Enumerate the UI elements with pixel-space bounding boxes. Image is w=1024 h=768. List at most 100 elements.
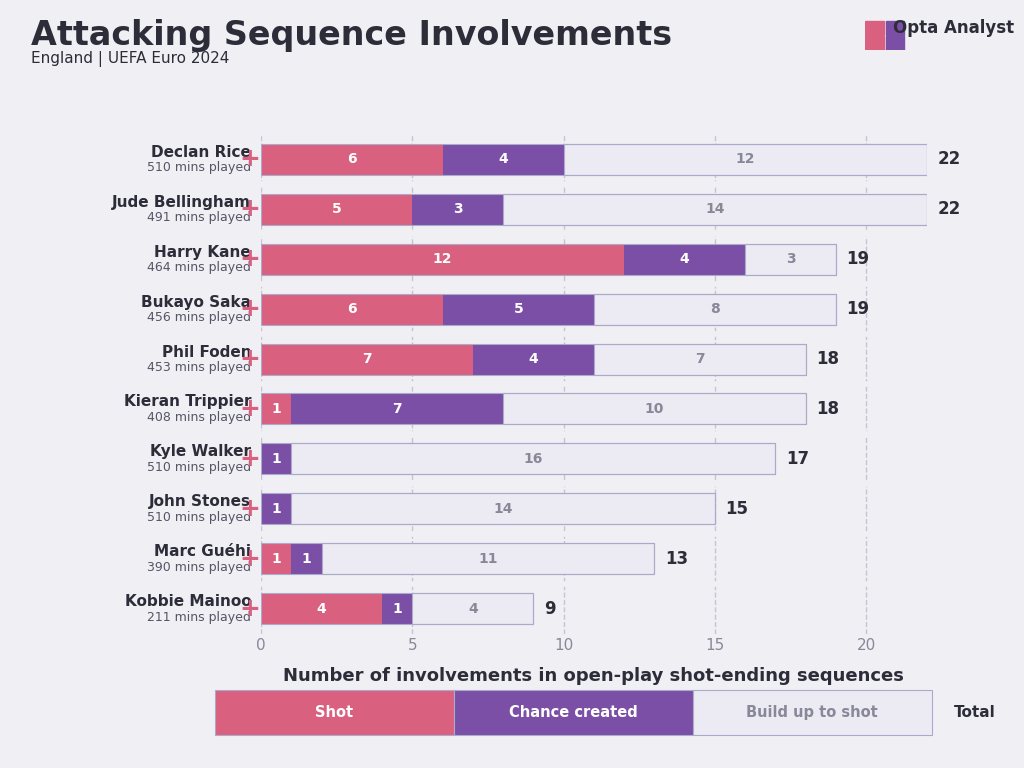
Bar bbox=[261, 393, 806, 425]
Text: 510 mins played: 510 mins played bbox=[147, 161, 251, 174]
Bar bbox=[745, 243, 836, 275]
Bar bbox=[261, 243, 625, 275]
Text: 453 mins played: 453 mins played bbox=[147, 361, 251, 374]
Bar bbox=[261, 443, 775, 475]
Text: 510 mins played: 510 mins played bbox=[147, 511, 251, 524]
Text: Kieran Trippier: Kieran Trippier bbox=[124, 395, 251, 409]
Bar bbox=[886, 36, 904, 50]
Bar bbox=[865, 21, 884, 35]
Text: 19: 19 bbox=[847, 300, 869, 318]
Text: 1: 1 bbox=[302, 551, 311, 566]
Bar bbox=[442, 293, 594, 325]
Bar bbox=[382, 593, 413, 624]
Text: 8: 8 bbox=[710, 302, 720, 316]
Text: England | UEFA Euro 2024: England | UEFA Euro 2024 bbox=[31, 51, 229, 68]
Text: 15: 15 bbox=[726, 500, 749, 518]
Bar bbox=[261, 493, 292, 525]
Text: Opta Analyst: Opta Analyst bbox=[893, 19, 1014, 37]
Bar bbox=[503, 393, 806, 425]
Bar bbox=[413, 194, 503, 225]
Bar bbox=[473, 343, 594, 375]
Text: 18: 18 bbox=[816, 400, 840, 418]
Text: +: + bbox=[239, 497, 260, 521]
Bar bbox=[261, 194, 927, 225]
Text: Harry Kane: Harry Kane bbox=[155, 245, 251, 260]
Text: Kobbie Mainoo: Kobbie Mainoo bbox=[125, 594, 251, 609]
Bar bbox=[261, 543, 292, 574]
Text: 1: 1 bbox=[271, 502, 282, 516]
Text: Phil Foden: Phil Foden bbox=[162, 345, 251, 359]
Text: 6: 6 bbox=[347, 152, 356, 167]
FancyBboxPatch shape bbox=[215, 690, 454, 735]
Text: 4: 4 bbox=[468, 601, 478, 616]
Text: 390 mins played: 390 mins played bbox=[147, 561, 251, 574]
Bar bbox=[292, 443, 775, 475]
Text: 3: 3 bbox=[785, 252, 796, 266]
Text: 5: 5 bbox=[332, 202, 342, 217]
Text: +: + bbox=[239, 597, 260, 621]
Text: Total: Total bbox=[954, 705, 995, 720]
X-axis label: Number of involvements in open-play shot-ending sequences: Number of involvements in open-play shot… bbox=[284, 667, 904, 685]
Text: 10: 10 bbox=[645, 402, 665, 416]
Text: 1: 1 bbox=[271, 551, 282, 566]
Bar bbox=[261, 293, 836, 325]
Text: 4: 4 bbox=[528, 352, 539, 366]
Bar bbox=[261, 144, 442, 175]
Text: Attacking Sequence Involvements: Attacking Sequence Involvements bbox=[31, 19, 672, 52]
Text: 17: 17 bbox=[786, 450, 809, 468]
Bar bbox=[886, 21, 904, 35]
Text: Declan Rice: Declan Rice bbox=[152, 145, 251, 160]
Text: 12: 12 bbox=[735, 152, 755, 167]
Bar bbox=[594, 293, 836, 325]
Text: 7: 7 bbox=[392, 402, 402, 416]
Text: 7: 7 bbox=[362, 352, 372, 366]
Text: 4: 4 bbox=[316, 601, 327, 616]
Bar bbox=[261, 393, 292, 425]
Text: 11: 11 bbox=[478, 551, 498, 566]
Bar bbox=[413, 593, 534, 624]
Text: 211 mins played: 211 mins played bbox=[147, 611, 251, 624]
Text: 4: 4 bbox=[680, 252, 689, 266]
Text: 408 mins played: 408 mins played bbox=[147, 411, 251, 424]
Text: Chance created: Chance created bbox=[509, 705, 638, 720]
Bar bbox=[503, 194, 927, 225]
Text: 6: 6 bbox=[347, 302, 356, 316]
Text: +: + bbox=[239, 147, 260, 171]
Text: 13: 13 bbox=[665, 550, 688, 568]
Bar bbox=[442, 144, 563, 175]
Bar bbox=[292, 393, 503, 425]
Text: 18: 18 bbox=[816, 350, 840, 368]
Text: 1: 1 bbox=[271, 402, 282, 416]
Bar bbox=[261, 543, 654, 574]
Bar bbox=[261, 243, 836, 275]
Bar bbox=[322, 543, 654, 574]
Bar bbox=[261, 343, 806, 375]
Bar bbox=[261, 593, 382, 624]
Text: 22: 22 bbox=[937, 151, 961, 168]
Bar bbox=[563, 144, 927, 175]
Text: 5: 5 bbox=[513, 302, 523, 316]
Text: John Stones: John Stones bbox=[150, 495, 251, 509]
Text: 16: 16 bbox=[523, 452, 543, 466]
Text: 4: 4 bbox=[499, 152, 508, 167]
Text: Shot: Shot bbox=[315, 705, 353, 720]
Text: 491 mins played: 491 mins played bbox=[147, 211, 251, 224]
Text: +: + bbox=[239, 247, 260, 271]
Bar bbox=[261, 194, 413, 225]
Bar bbox=[261, 593, 534, 624]
Bar bbox=[261, 493, 715, 525]
Text: 1: 1 bbox=[392, 601, 402, 616]
Bar bbox=[261, 293, 442, 325]
FancyBboxPatch shape bbox=[454, 690, 693, 735]
Text: 3: 3 bbox=[453, 202, 463, 217]
Text: Jude Bellingham: Jude Bellingham bbox=[113, 195, 251, 210]
Text: 464 mins played: 464 mins played bbox=[147, 261, 251, 274]
Text: +: + bbox=[239, 397, 260, 421]
Text: +: + bbox=[239, 447, 260, 471]
Text: 510 mins played: 510 mins played bbox=[147, 461, 251, 474]
Text: 1: 1 bbox=[271, 452, 282, 466]
Text: +: + bbox=[239, 547, 260, 571]
Bar bbox=[625, 243, 745, 275]
Text: 22: 22 bbox=[937, 200, 961, 218]
Text: Build up to shot: Build up to shot bbox=[746, 705, 879, 720]
